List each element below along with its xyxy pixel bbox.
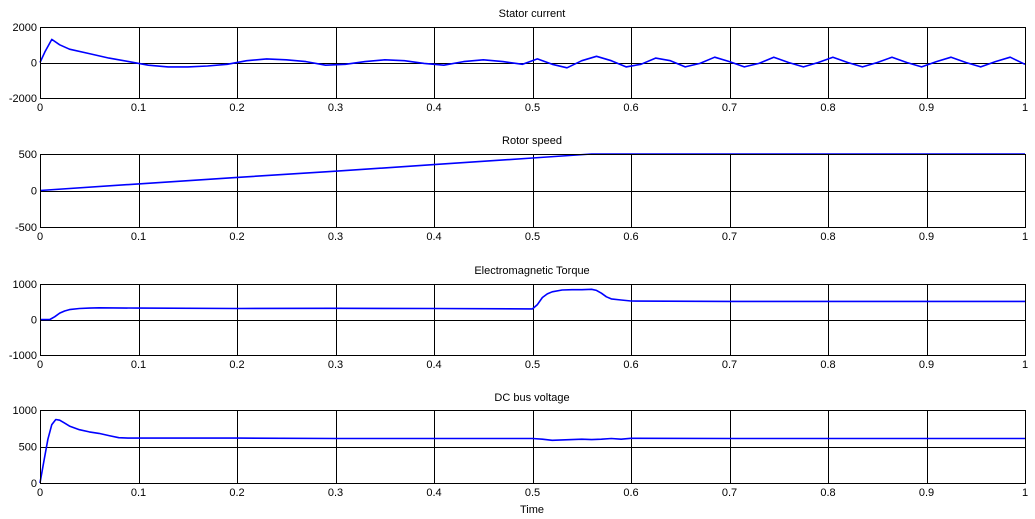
x-tick-label: 0.6	[623, 487, 638, 499]
x-tick-label: 0.8	[820, 487, 835, 499]
x-tick-label: 0.9	[919, 231, 934, 243]
axes-box	[40, 27, 1026, 99]
x-tick-label: 0.6	[623, 359, 638, 371]
axes-box	[40, 410, 1026, 484]
x-tick-label: 0.2	[229, 487, 244, 499]
x-tick-label: 0.6	[623, 102, 638, 114]
subplot-rotor-speed: Rotor speed 0 0.1 0.2 0.3 0.4 0.5 0.6 0.7 0.8 0.9…	[15, 135, 1028, 243]
x-tick-label: 0.5	[525, 102, 540, 114]
subplot-title: Rotor speed	[502, 135, 562, 147]
series-line	[40, 288, 1025, 321]
x-tick-label: 0.4	[426, 359, 441, 371]
x-tick-label: 1	[1022, 359, 1028, 371]
x-tick-label: 0.3	[328, 359, 343, 371]
subplot-title: Stator current	[499, 8, 566, 20]
x-tick-label: 1	[1022, 102, 1028, 114]
series-line	[39, 38, 1026, 69]
x-tick-label: 0.4	[426, 231, 441, 243]
x-tick-label: 0.5	[525, 231, 540, 243]
x-tick-label: 0.9	[919, 487, 934, 499]
x-axis-label: Time	[520, 504, 544, 516]
x-tick-label: 0	[37, 102, 43, 114]
x-tick-label: 0.1	[131, 487, 146, 499]
y-tick-label: 500	[19, 149, 37, 161]
subplot-title: DC bus voltage	[494, 392, 569, 404]
x-tick-label: 0.8	[820, 102, 835, 114]
series-line	[39, 418, 1025, 484]
x-tick-label: 0.4	[426, 487, 441, 499]
axes-box	[40, 154, 1026, 228]
x-tick-label: 0.1	[131, 231, 146, 243]
x-tick-label: 0.5	[525, 359, 540, 371]
x-tick-label: 0.3	[328, 102, 343, 114]
subplot-electromagnetic-torque: Electromagnetic Torque 0 0.1 0.2 0.3 0.4 0.5 0…	[9, 265, 1028, 371]
y-tick-label: 500	[19, 442, 37, 454]
x-tick-label: 0.1	[131, 102, 146, 114]
y-tick-label: 0	[31, 315, 37, 327]
y-tick-label: 0	[31, 186, 37, 198]
x-tick-label: 0.2	[229, 102, 244, 114]
x-tick-label: 0.7	[722, 102, 737, 114]
y-tick-label: -1000	[9, 350, 37, 362]
x-tick-label: 0	[37, 487, 43, 499]
x-tick-label: 0.6	[623, 231, 638, 243]
x-tick-label: 1	[1022, 487, 1028, 499]
y-tick-label: 1000	[13, 279, 37, 291]
subplot-dc-bus-voltage: DC bus voltage Time 0 0.1 0.2 0.3 0.4 0.5 0.6 0…	[13, 392, 1029, 516]
x-tick-label: 0.5	[525, 487, 540, 499]
axes-box	[40, 284, 1026, 356]
y-tick-label: 1000	[13, 405, 37, 417]
y-tick-label: -500	[15, 222, 37, 234]
x-tick-label: 0	[37, 359, 43, 371]
x-tick-label: 0.3	[328, 487, 343, 499]
x-tick-label: 0.3	[328, 231, 343, 243]
x-tick-label: 0.9	[919, 359, 934, 371]
x-tick-label: 0.7	[722, 487, 737, 499]
subplot-stator-current: Stator current 0 0.1 0.2 0.3 0.4 0.5 0.6 0.7 0.8…	[9, 8, 1028, 114]
x-tick-label: 0.4	[426, 102, 441, 114]
x-tick-label: 1	[1022, 231, 1028, 243]
x-tick-label: 0.9	[919, 102, 934, 114]
x-tick-label: 0.8	[820, 359, 835, 371]
y-tick-label: 0	[31, 478, 37, 490]
x-tick-label: 0.2	[229, 231, 244, 243]
x-tick-label: 0	[37, 231, 43, 243]
subplot-title: Electromagnetic Torque	[474, 265, 589, 277]
x-tick-label: 0.1	[131, 359, 146, 371]
y-tick-label: 2000	[13, 22, 37, 34]
y-tick-label: 0	[31, 58, 37, 70]
x-tick-label: 0.7	[722, 359, 737, 371]
x-tick-label: 0.8	[820, 231, 835, 243]
x-tick-label: 0.7	[722, 231, 737, 243]
y-tick-label: -2000	[9, 93, 37, 105]
x-tick-label: 0.2	[229, 359, 244, 371]
